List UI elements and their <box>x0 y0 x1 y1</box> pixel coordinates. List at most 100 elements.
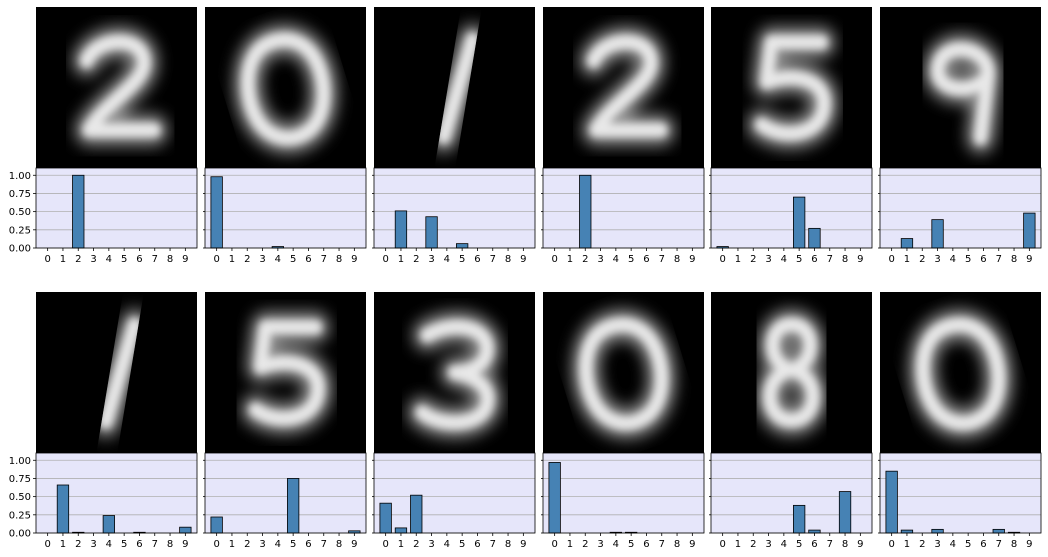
x-tick-label: 1 <box>60 539 66 550</box>
digit-image <box>572 310 676 438</box>
plot-frame <box>710 167 873 249</box>
plot-frame <box>542 452 705 534</box>
y-tick-label: 0.50 <box>9 492 31 503</box>
x-tick-label: 0 <box>719 539 725 550</box>
plot-area <box>36 168 197 248</box>
x-tick-label: 7 <box>321 254 327 265</box>
x-tick-label: 6 <box>811 254 817 265</box>
digit-image <box>408 312 502 438</box>
x-tick-label: 6 <box>643 254 649 265</box>
x-tick-label: 5 <box>459 539 465 550</box>
x-tick-label: 8 <box>1011 254 1017 265</box>
x-tick-label: 5 <box>796 254 802 265</box>
x-tick-label: 5 <box>290 254 296 265</box>
x-tick-label: 1 <box>567 254 573 265</box>
bar-5 <box>456 243 469 249</box>
bar-7 <box>992 528 1005 534</box>
digit-glyph-core <box>415 320 494 430</box>
x-tick-label: 9 <box>857 539 863 550</box>
x-tick-label: 2 <box>244 539 250 550</box>
x-tick-label: 3 <box>259 254 265 265</box>
x-tick-label: 7 <box>321 539 327 550</box>
x-tick-label: 9 <box>1026 539 1032 550</box>
y-tick-label: 0.00 <box>9 244 31 255</box>
x-tick-label: 5 <box>628 254 634 265</box>
x-tick-label: 3 <box>934 254 940 265</box>
digit-glyph-core <box>249 320 325 426</box>
x-tick-label: 1 <box>904 254 910 265</box>
digit-glyph-core <box>80 35 161 137</box>
plot-frame <box>879 452 1042 534</box>
x-tick-label: 5 <box>121 539 127 550</box>
bar-5 <box>287 478 300 534</box>
x-tick-label: 3 <box>765 254 771 265</box>
x-tick-label: 4 <box>106 539 112 550</box>
x-tick-label: 7 <box>659 539 665 550</box>
x-tick-label: 8 <box>336 254 342 265</box>
digit-glyph-core <box>931 42 995 145</box>
plot-area <box>880 168 1041 248</box>
x-tick-label: 7 <box>996 254 1002 265</box>
digit-glyph-core <box>437 32 479 144</box>
y-tick-label: 0.75 <box>9 474 31 485</box>
bar-6 <box>808 227 821 249</box>
digit-glyph-core <box>579 318 668 430</box>
x-tick-label: 4 <box>275 254 281 265</box>
bar-1 <box>900 529 914 534</box>
digit-glyph-core <box>916 318 1005 430</box>
x-tick-label: 6 <box>643 539 649 550</box>
x-tick-label: 5 <box>290 539 296 550</box>
x-tick-label: 2 <box>582 254 588 265</box>
x-tick-label: 2 <box>750 254 756 265</box>
x-tick-label: 8 <box>1011 539 1017 550</box>
panel-grid: 0.000.250.500.751.000 1 2 3 4 5 6 7 8 9 0 1 2 3 4 5 6 7 8 9… <box>9 7 1042 550</box>
plot-frame <box>204 452 367 534</box>
panel-1: 0.00 0.25 0.50 0.75 1.00 0 1 2 3 4 5 6 7 8 9 <box>9 7 198 265</box>
x-tick-label: 1 <box>398 254 404 265</box>
bar-3 <box>931 219 944 249</box>
x-tick-label: 7 <box>490 539 496 550</box>
x-tick-label: 4 <box>444 254 450 265</box>
x-tick-label: 4 <box>613 539 619 550</box>
x-tick-label: 9 <box>351 254 357 265</box>
y-tick-label: 0.50 <box>9 207 31 218</box>
x-tick-label: 8 <box>167 539 173 550</box>
plot-frame <box>373 452 536 534</box>
plot-area <box>205 453 366 533</box>
bar-0 <box>210 516 223 534</box>
x-tick-label: 6 <box>305 254 311 265</box>
bar-0 <box>548 462 561 534</box>
bar-1 <box>900 238 914 249</box>
digit-image <box>756 309 827 436</box>
digit-image <box>747 27 838 149</box>
bar-0 <box>885 470 898 534</box>
x-tick-label: 6 <box>136 254 142 265</box>
bar-3 <box>931 528 944 534</box>
x-tick-label: 9 <box>520 539 526 550</box>
bar-0 <box>379 502 392 534</box>
x-tick-label: 8 <box>505 254 511 265</box>
bar-4 <box>102 515 115 534</box>
plot-frame <box>35 452 198 534</box>
x-tick-label: 7 <box>827 254 833 265</box>
plot-area <box>880 453 1041 533</box>
x-tick-label: 5 <box>796 539 802 550</box>
y-tick-label: 0.25 <box>9 510 31 521</box>
x-tick-label: 2 <box>919 539 925 550</box>
x-tick-label: 1 <box>735 539 741 550</box>
x-tick-label: 7 <box>659 254 665 265</box>
x-tick-label: 0 <box>888 254 894 265</box>
x-tick-label: 4 <box>950 254 956 265</box>
x-tick-label: 9 <box>182 539 188 550</box>
plot-frame <box>204 167 367 249</box>
x-tick-label: 0 <box>551 539 557 550</box>
plot-area <box>543 168 704 248</box>
